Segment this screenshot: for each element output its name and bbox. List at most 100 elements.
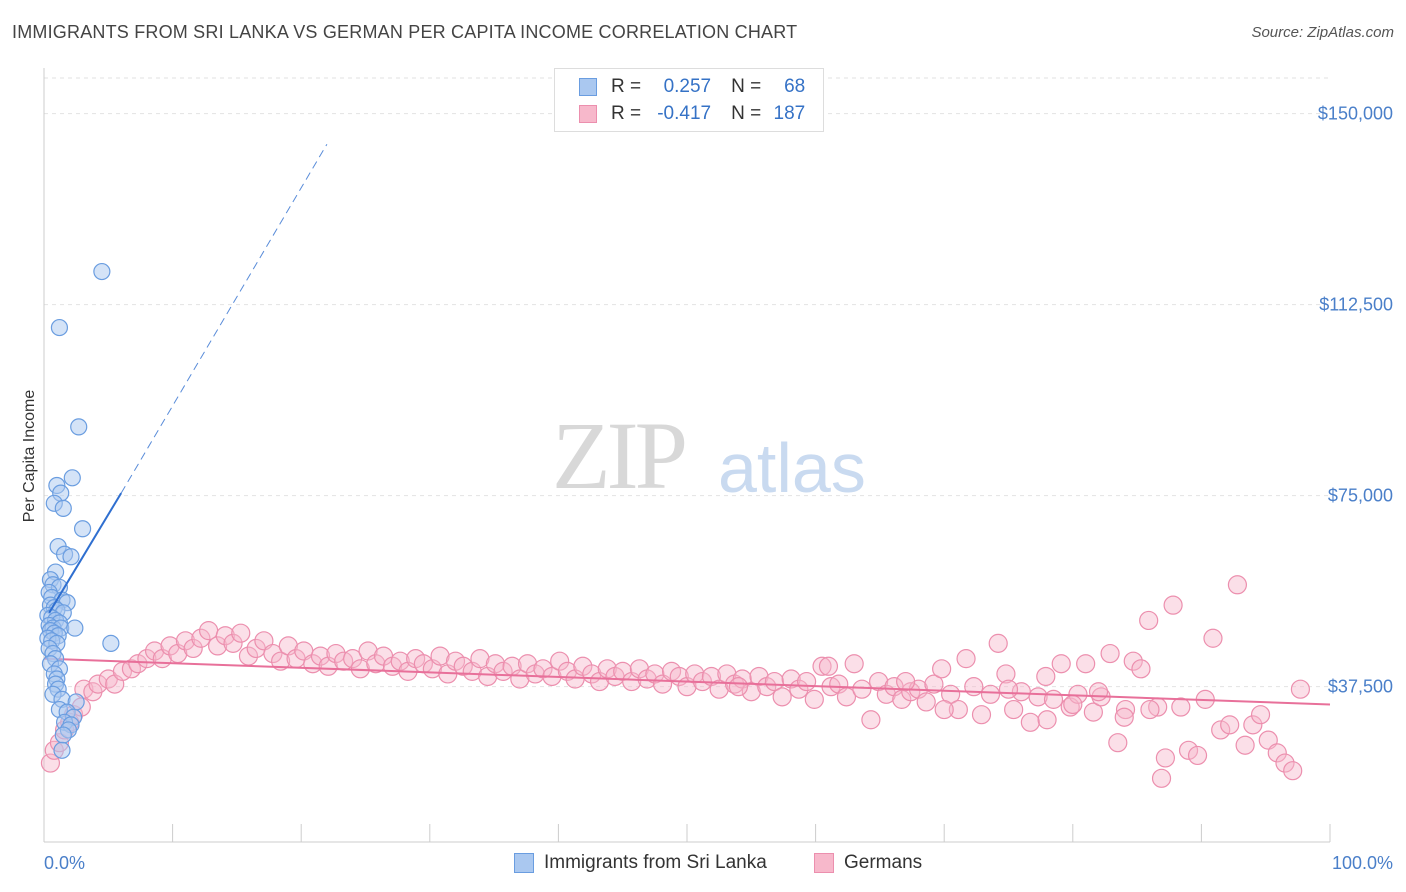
chart-source: Source: ZipAtlas.com — [1251, 24, 1394, 41]
germans-point — [812, 656, 832, 676]
germans-point — [901, 682, 921, 702]
sri-lanka-point — [54, 499, 72, 517]
germans-point — [1178, 740, 1199, 760]
germans-point — [470, 649, 490, 669]
sri-lanka-point — [53, 741, 71, 759]
germans-point — [1290, 679, 1311, 699]
germans-point — [40, 753, 61, 773]
sri-lanka-point — [73, 520, 92, 538]
germans-point — [1131, 659, 1151, 679]
legend-swatch-pink — [814, 853, 834, 873]
sri-lanka-point — [63, 469, 81, 487]
germans-point — [896, 671, 916, 692]
legend-item-sri-lanka[interactable]: Immigrants from Sri Lanka — [514, 852, 767, 874]
germans-point — [557, 661, 578, 681]
germans-point — [1275, 753, 1295, 773]
sri-lanka-point — [50, 318, 69, 337]
germans-point — [1203, 628, 1223, 648]
germans-point — [215, 626, 235, 646]
legend-n-value: 187 — [773, 103, 806, 124]
germans-point — [121, 659, 142, 679]
germans-point — [1114, 707, 1134, 727]
germans-point — [796, 671, 817, 692]
germans-point — [1108, 733, 1128, 753]
germans-point — [1028, 687, 1048, 707]
germans-point — [772, 687, 792, 707]
x-tick-label-min: 0.0% — [44, 853, 85, 873]
germans-point — [629, 659, 650, 679]
germans-point — [263, 643, 283, 664]
legend-r-label: R = — [611, 103, 642, 124]
germans-point — [1163, 595, 1183, 615]
watermark-atlas: atlas — [718, 429, 866, 507]
germans-point — [231, 623, 251, 643]
germans-point — [932, 659, 952, 679]
germans-point — [728, 677, 749, 697]
germans-point — [1051, 654, 1071, 674]
legend-r-label: R = — [611, 76, 642, 97]
germans-point — [781, 669, 801, 689]
germans-point — [1063, 694, 1083, 715]
germans-point — [271, 651, 291, 671]
germans-point — [934, 699, 954, 720]
germans-point — [1250, 705, 1271, 725]
y-tick-label: $37,500 — [1328, 677, 1393, 697]
legend-item-germans[interactable]: Germans — [814, 852, 922, 874]
legend-swatch-blue — [579, 78, 597, 96]
legend-swatch-blue — [514, 853, 534, 873]
y-tick-label: $150,000 — [1318, 104, 1393, 124]
germans-point — [1100, 643, 1120, 664]
germans-point — [1036, 666, 1056, 687]
germans-point — [1083, 702, 1103, 722]
germans-point — [310, 646, 331, 666]
legend-row-sri-lanka: R = 0.257 N = 68 — [579, 75, 805, 99]
chart-title: IMMIGRANTS FROM SRI LANKA VS GERMAN PER … — [12, 22, 798, 42]
germans-point — [1088, 682, 1109, 702]
germans-point — [208, 636, 228, 656]
legend-r-value: -0.417 — [657, 103, 712, 124]
germans-point — [390, 651, 410, 671]
correlation-legend: R = 0.257 N = 68 R = -0.417 N = 187 — [554, 68, 824, 132]
germans-point — [1267, 743, 1287, 763]
germans-point — [223, 633, 243, 653]
germans-point — [550, 651, 570, 671]
germans-point — [1037, 710, 1057, 730]
germans-point — [1123, 651, 1143, 671]
germans-point — [764, 671, 785, 692]
germans-point — [852, 679, 872, 699]
legend-label-sri-lanka: Immigrants from Sri Lanka — [544, 852, 767, 873]
germans-point — [709, 679, 729, 699]
germans-point — [916, 692, 936, 712]
germans-point — [144, 641, 165, 661]
germans-point — [1140, 699, 1160, 720]
y-tick-label: $112,500 — [1319, 295, 1393, 315]
germans-point — [741, 682, 761, 702]
germans-point — [1151, 768, 1172, 788]
germans-point — [924, 674, 944, 694]
legend-n-value: 68 — [784, 76, 806, 97]
germans-point — [1155, 748, 1175, 768]
germans-point — [128, 654, 148, 674]
germans-point — [175, 631, 196, 651]
legend-n-label: N = — [731, 103, 762, 124]
sri-lanka-point — [70, 418, 88, 436]
germans-point — [1283, 761, 1303, 781]
sri-lanka-point — [54, 726, 72, 744]
germans-point — [1043, 689, 1064, 709]
germans-point — [749, 666, 769, 687]
watermark-zip: ZIP — [552, 402, 688, 509]
legend-label-germans: Germans — [844, 852, 923, 873]
germans-point — [804, 689, 824, 709]
germans-point — [366, 654, 386, 674]
germans-point — [1171, 697, 1191, 717]
sri-lanka-point — [102, 634, 120, 652]
y-tick-label: $75,000 — [1328, 486, 1393, 506]
germans-point — [996, 664, 1016, 684]
sri-lanka-point — [66, 619, 84, 637]
germans-point — [1004, 699, 1024, 720]
germans-point — [183, 638, 203, 659]
germans-point — [988, 633, 1008, 653]
germans-trend-line — [43, 657, 1331, 706]
germans-point — [861, 710, 881, 730]
